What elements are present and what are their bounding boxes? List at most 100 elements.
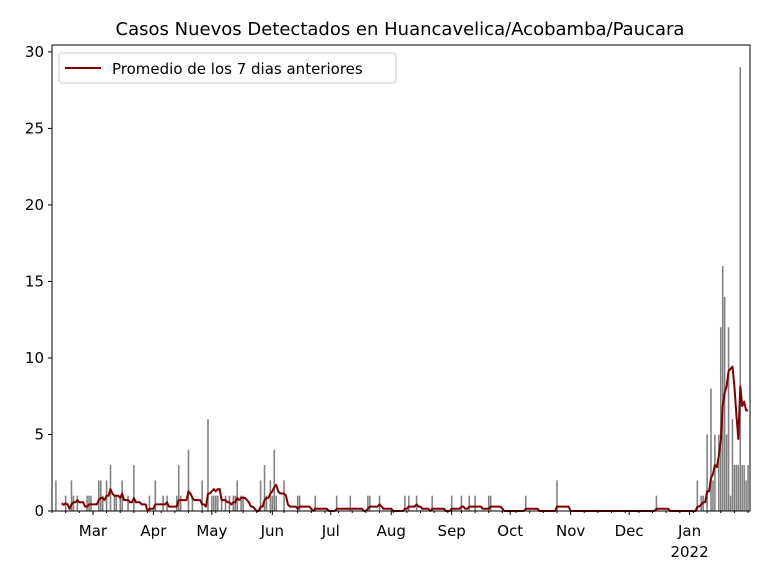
bar [271, 495, 274, 511]
bar [242, 495, 244, 511]
bar [101, 495, 104, 511]
bar [88, 495, 90, 511]
bar [733, 465, 736, 511]
bar [263, 465, 266, 511]
bar [298, 495, 301, 511]
bar [179, 495, 182, 511]
bar [76, 495, 79, 511]
bar [109, 465, 112, 511]
bar [450, 495, 453, 511]
y-tick-label: 5 [34, 425, 44, 443]
bar [741, 465, 743, 511]
x-tick-label: May [196, 522, 227, 540]
x-tick-label: Jun [260, 522, 284, 540]
bar [460, 495, 463, 511]
bar [489, 495, 492, 511]
bar [162, 495, 164, 511]
bar [201, 480, 203, 511]
axes-frame [51, 44, 751, 512]
bar [207, 419, 209, 511]
x-tick-label: Oct [497, 522, 523, 540]
y-tick-label: 10 [25, 349, 44, 367]
bar [220, 495, 223, 511]
x-tick-label: Jul [321, 522, 340, 540]
bar [556, 480, 558, 511]
chart-title: Casos Nuevos Detectados en Huancavelica/… [116, 19, 685, 40]
bar [314, 495, 316, 511]
bar [236, 480, 239, 511]
bar [431, 495, 433, 511]
bar [404, 495, 406, 511]
bar [115, 495, 118, 511]
bar [367, 495, 369, 511]
bar [743, 465, 745, 511]
bar [655, 495, 658, 511]
bar [211, 495, 213, 511]
bar [283, 480, 285, 511]
bar [747, 465, 749, 511]
bar [729, 495, 732, 511]
y-tick-label: 20 [25, 196, 44, 214]
bar [718, 434, 720, 511]
bar [369, 495, 371, 511]
bar [525, 495, 527, 511]
bar [177, 465, 180, 511]
bar [710, 388, 712, 511]
x-tick-label: Mar [79, 522, 108, 540]
legend-label: Promedio de los 7 dias anteriores [112, 60, 363, 78]
bar [335, 495, 338, 511]
bar [154, 480, 157, 511]
bar [86, 495, 88, 511]
bar [224, 495, 227, 511]
bar [55, 480, 57, 511]
bar [474, 495, 476, 511]
y-axis: 0 5 10 15 20 25 30 [25, 43, 52, 520]
bar [721, 266, 724, 511]
y-tick-label: 0 [34, 502, 44, 520]
bar [714, 434, 716, 511]
legend: Promedio de los 7 dias anteriores [58, 52, 397, 84]
bar [213, 495, 215, 511]
bar [731, 419, 734, 511]
bar [739, 67, 742, 511]
bar [712, 480, 714, 511]
bar [415, 495, 418, 511]
legend-box [58, 52, 397, 84]
bar [296, 495, 299, 511]
bar [349, 495, 352, 511]
bar [90, 495, 92, 511]
y-tick-label: 15 [25, 272, 44, 290]
bar [259, 480, 262, 511]
bar [98, 480, 100, 511]
bar [240, 495, 242, 511]
x-tick-label: Aug [377, 522, 406, 540]
bar [487, 495, 490, 511]
bar [706, 434, 708, 511]
bar [378, 495, 381, 511]
bar [119, 495, 122, 511]
y-tick-label: 30 [25, 43, 44, 61]
bar [148, 495, 151, 511]
x-axis: Mar Apr May Jun Jul Aug Sep Oct Nov Dec Jan 2022 [51, 511, 749, 561]
x-tick-label: Apr [140, 522, 167, 540]
x-tick-label: Dec [615, 522, 644, 540]
bar [265, 495, 268, 511]
bar [745, 480, 747, 511]
x-tick-label: Sep [438, 522, 466, 540]
x-tick-sublabel: 2022 [670, 543, 708, 561]
bar [70, 480, 73, 511]
bar [216, 495, 219, 511]
bar [723, 296, 726, 511]
y-tick-label: 25 [25, 119, 44, 137]
bar [99, 480, 102, 511]
bar [191, 495, 194, 511]
bar [468, 495, 471, 511]
bar [719, 327, 722, 511]
bar [273, 449, 276, 511]
bar [187, 449, 190, 511]
x-tick-label: Jan [677, 522, 701, 540]
bar [696, 480, 699, 511]
bar [133, 465, 135, 511]
